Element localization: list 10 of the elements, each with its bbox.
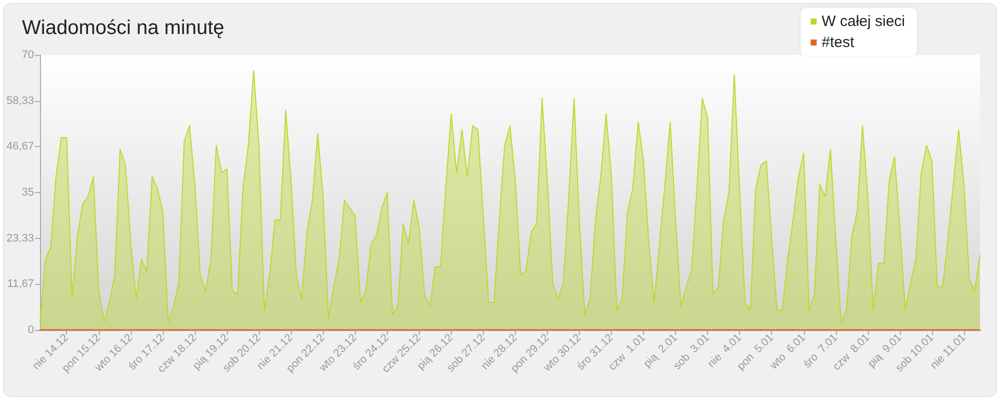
chart-title: Wiadomości na minutę <box>22 17 224 39</box>
y-tick-label: 11,67 <box>7 278 34 290</box>
y-tick-label: 35 <box>22 186 34 198</box>
y-tick-label: 23,33 <box>6 232 34 244</box>
y-tick-label: 58,33 <box>6 94 34 107</box>
legend-label: W całej sieci <box>822 13 906 30</box>
y-tick-label: 0 <box>28 324 34 336</box>
y-tick-label: 46,67 <box>6 140 34 153</box>
legend-label: #test <box>822 34 855 51</box>
y-tick-label: 70 <box>22 49 34 61</box>
